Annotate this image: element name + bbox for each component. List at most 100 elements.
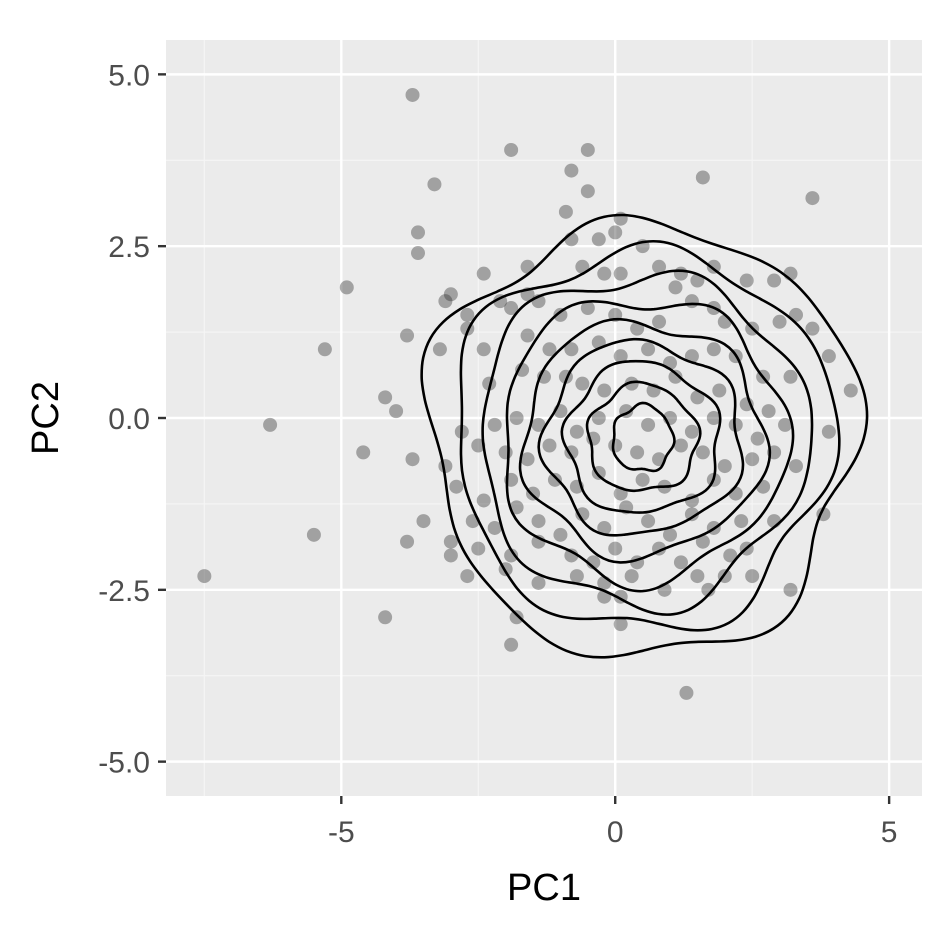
- data-point: [356, 445, 371, 460]
- data-point: [843, 383, 858, 398]
- data-point: [553, 307, 568, 322]
- data-point: [684, 424, 699, 439]
- x-axis-ticks: -5 0 5: [328, 796, 898, 849]
- data-point: [509, 411, 524, 425]
- x-tick-label: 5: [881, 816, 898, 849]
- y-tick-label: 0.0: [108, 403, 150, 436]
- data-point: [542, 438, 557, 453]
- data-point: [378, 390, 393, 405]
- data-point: [789, 459, 803, 474]
- data-point: [706, 342, 721, 357]
- data-point: [712, 383, 727, 398]
- data-point: [597, 266, 612, 281]
- data-point: [739, 273, 754, 288]
- data-point: [706, 411, 721, 425]
- major-gridlines: [166, 40, 922, 796]
- data-point: [750, 431, 765, 446]
- data-point: [597, 383, 612, 398]
- data-point: [405, 452, 420, 467]
- density-contour: [420, 213, 869, 659]
- data-point: [531, 575, 546, 590]
- data-point: [411, 246, 425, 261]
- data-point: [761, 404, 776, 419]
- data-point: [432, 342, 447, 357]
- x-tick-label: -5: [328, 816, 355, 849]
- data-point: [608, 541, 623, 556]
- data-point: [591, 232, 606, 247]
- x-tick-label: 0: [607, 816, 624, 849]
- data-point: [531, 514, 546, 529]
- data-point: [695, 445, 710, 460]
- data-point: [411, 225, 425, 240]
- data-point: [684, 507, 699, 522]
- y-tick-label: -5.0: [98, 747, 150, 780]
- data-point: [783, 369, 798, 384]
- data-point: [608, 438, 623, 453]
- data-point: [821, 424, 836, 439]
- data-point: [635, 472, 650, 487]
- data-point: [504, 548, 519, 563]
- data-point: [668, 369, 683, 384]
- data-point: [460, 307, 475, 322]
- data-point: [673, 266, 688, 281]
- data-point: [673, 438, 688, 453]
- data-point: [717, 459, 732, 474]
- data-point: [684, 349, 699, 364]
- data-point: [783, 582, 798, 597]
- data-point: [443, 287, 458, 302]
- data-point: [487, 417, 502, 432]
- data-point: [772, 314, 787, 329]
- data-point: [558, 204, 573, 219]
- y-tick-label: 5.0: [108, 59, 150, 92]
- x-axis-title: PC1: [507, 867, 581, 909]
- data-point: [547, 472, 562, 487]
- data-point: [553, 527, 568, 542]
- y-axis-title: PC2: [25, 381, 67, 455]
- data-point: [438, 294, 453, 309]
- y-tick-label: 2.5: [108, 231, 150, 264]
- y-axis-ticks: -5.0 -2.5 0.0 2.5 5.0: [98, 59, 166, 780]
- data-point: [624, 569, 639, 584]
- data-point: [400, 534, 415, 549]
- data-point: [690, 390, 705, 405]
- data-point: [504, 637, 519, 652]
- data-point: [723, 548, 738, 563]
- data-point: [684, 294, 699, 309]
- data-point: [690, 569, 705, 584]
- data-point: [613, 617, 628, 632]
- data-point: [591, 411, 606, 425]
- data-point: [542, 342, 557, 357]
- data-point: [471, 438, 486, 453]
- data-point: [317, 342, 332, 357]
- data-point: [613, 349, 628, 364]
- data-point: [695, 534, 710, 549]
- data-point: [613, 266, 628, 281]
- density-contour: [611, 401, 676, 473]
- data-point: [641, 342, 656, 357]
- y-tick-label: -2.5: [98, 575, 150, 608]
- data-point: [580, 301, 595, 316]
- data-point: [734, 514, 749, 529]
- data-point: [498, 445, 513, 460]
- data-point: [476, 342, 491, 357]
- data-point: [695, 170, 710, 185]
- data-point: [515, 362, 530, 377]
- data-point: [504, 301, 519, 316]
- data-point: [378, 610, 393, 625]
- data-point: [608, 225, 623, 240]
- data-point: [630, 445, 645, 460]
- density-contour: [459, 239, 841, 632]
- data-point: [767, 273, 782, 288]
- data-point: [575, 507, 590, 522]
- data-point: [580, 142, 595, 157]
- data-point: [443, 534, 458, 549]
- data-point: [717, 314, 732, 329]
- data-point: [641, 417, 656, 432]
- data-point: [306, 527, 321, 542]
- data-point: [663, 527, 677, 542]
- density-contour: [537, 337, 745, 537]
- data-point: [580, 184, 595, 199]
- data-point: [416, 514, 431, 529]
- density-contour: [518, 317, 772, 564]
